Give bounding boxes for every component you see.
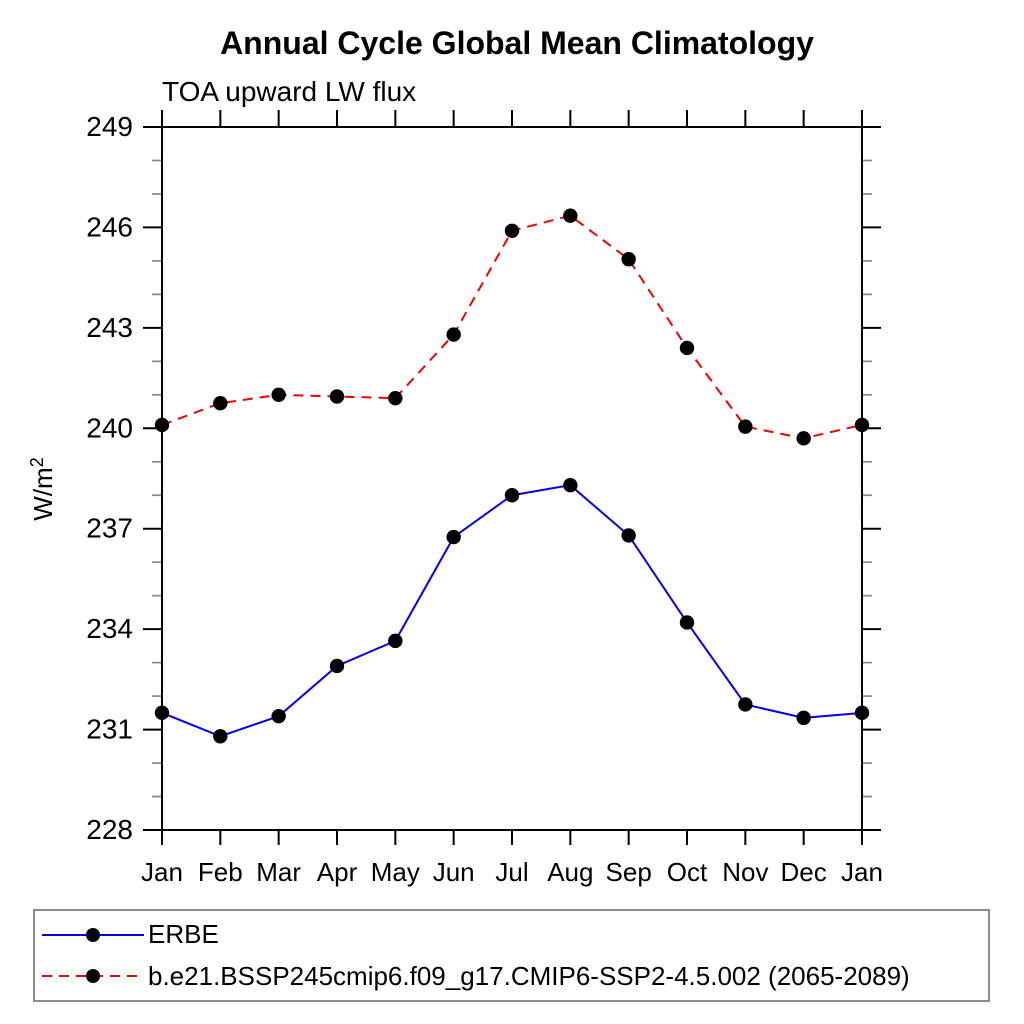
data-point-marker [796,431,811,446]
y-axis-label: W/m2 [27,457,58,520]
legend-row-model: b.e21.BSSP245cmip6.f09_g17.CMIP6-SSP2-4.… [35,958,988,994]
data-point-marker [329,658,345,674]
data-point-marker [679,340,695,356]
x-tick-label: Jan [141,857,183,887]
legend-sample-marker-1 [86,969,100,984]
data-point-marker [271,708,286,724]
legend-label-model: b.e21.BSSP245cmip6.f09_g17.CMIP6-SSP2-4.… [148,960,910,991]
y-tick-label: 228 [86,814,133,845]
series-line-0 [161,484,863,738]
data-point-marker [854,705,870,721]
x-tick-label: Jan [841,857,883,887]
data-point-marker [504,223,520,238]
y-tick-label: 243 [86,312,133,343]
data-point-marker [271,387,286,403]
data-point-marker [854,417,870,433]
legend-line-sample-model [42,969,144,984]
legend-row-erbe: ERBE [35,917,988,953]
x-tick-label: May [371,857,420,887]
x-tick-label: Sep [606,857,652,887]
y-axis-label-base: W/m [28,467,58,520]
y-tick-label: 249 [86,111,133,142]
data-point-marker [621,528,636,543]
data-point-marker [213,395,228,411]
data-point-marker [563,477,578,493]
y-tick-label: 234 [86,613,133,644]
y-axis-label-group: W/m2 [27,457,58,520]
data-point-marker [329,389,345,404]
x-tick-label: Apr [317,857,358,887]
data-point-marker [738,419,753,434]
data-point-marker [388,633,403,649]
series-line-1 [161,214,863,440]
plot-frame [161,126,863,831]
y-axis-label-superscript: 2 [27,457,47,467]
data-point-marker [679,615,695,630]
axis-ticks [143,110,881,845]
y-tick-label: 231 [86,714,133,745]
data-series-group [154,208,870,744]
chart-title: Annual Cycle Global Mean Climatology [220,25,814,61]
x-tick-label: Aug [547,857,593,887]
y-tick-label: 237 [86,513,133,544]
x-tick-label: Oct [667,857,708,887]
legend-box: ERBE b.e21.BSSP245cmip6.f09_g17.CMIP6-SS… [33,909,990,1002]
chart-subtitle: TOA upward LW flux [162,76,416,107]
data-point-marker [796,710,811,726]
legend-sample-marker-0 [86,927,100,942]
data-point-marker [504,488,520,503]
data-point-marker [154,417,170,433]
data-point-marker [154,705,170,721]
legend-line-sample-erbe [42,927,144,942]
plot-frame-group [161,126,863,831]
legend-label-erbe: ERBE [148,919,219,950]
axis-tick-labels: 228 231 234 237 240 243 246 249 Jan Feb Mar Apr May J… [86,111,883,887]
x-tick-label: Jun [433,857,475,887]
y-tick-label: 246 [86,211,133,242]
data-point-marker [446,529,461,545]
x-tick-label: Nov [722,857,768,887]
data-point-marker [446,327,461,342]
x-tick-label: Feb [198,857,243,887]
y-tick-label: 240 [86,412,133,443]
data-point-marker [388,390,403,406]
x-tick-label: Jul [495,857,528,887]
x-tick-label: Mar [256,857,301,887]
x-tick-label: Dec [781,857,827,887]
data-point-marker [563,208,578,223]
data-point-marker [738,697,753,712]
data-point-marker [213,729,228,744]
data-point-marker [621,252,636,267]
